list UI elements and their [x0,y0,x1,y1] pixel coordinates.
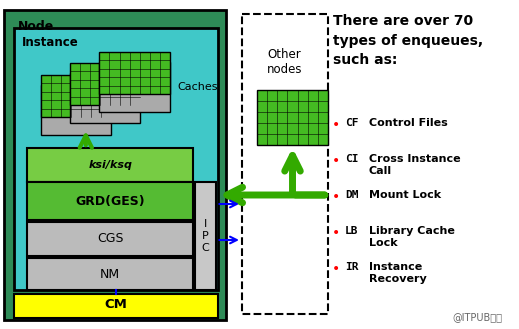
Text: Other
nodes: Other nodes [267,48,303,76]
Text: •: • [332,190,340,204]
Text: ksi/ksq: ksi/ksq [88,160,132,170]
Bar [100,62,170,112]
Text: CF: CF [345,118,359,128]
Text: Instance
Recovery: Instance Recovery [368,262,426,284]
Text: Instance: Instance [21,36,78,49]
Bar [195,182,216,290]
Text: Library Cache
Lock: Library Cache Lock [368,226,455,248]
Text: •: • [332,118,340,132]
Bar [70,63,141,105]
Bar [242,14,327,314]
Text: @ITPUB博客: @ITPUB博客 [452,312,502,322]
Text: •: • [332,154,340,168]
Text: Control Files: Control Files [368,118,447,128]
Text: Caches: Caches [177,82,218,92]
Bar [41,85,111,135]
Bar [4,10,226,320]
Text: I
P
C: I P C [202,218,210,253]
Text: •: • [332,262,340,276]
Bar [28,258,193,290]
Text: GRD(GES): GRD(GES) [75,194,145,208]
Bar [13,294,218,318]
Text: NM: NM [100,267,120,281]
Bar [28,222,193,256]
Text: CM: CM [105,298,128,312]
Bar [100,52,170,94]
Text: Mount Lock: Mount Lock [368,190,441,200]
Text: CGS: CGS [97,233,124,245]
Bar [28,148,193,182]
Text: DM: DM [345,190,359,200]
Bar [13,28,218,290]
Text: •: • [332,226,340,240]
Text: Node: Node [18,20,54,33]
Text: Cross Instance
Call: Cross Instance Call [368,154,460,176]
Text: LB: LB [345,226,359,236]
Bar [257,90,327,145]
Text: CI: CI [345,154,359,164]
Text: IR: IR [345,262,359,272]
Bar [41,75,111,117]
Bar [70,73,141,123]
Bar [28,182,193,220]
Text: There are over 70
types of enqueues,
such as:: There are over 70 types of enqueues, suc… [334,14,484,67]
